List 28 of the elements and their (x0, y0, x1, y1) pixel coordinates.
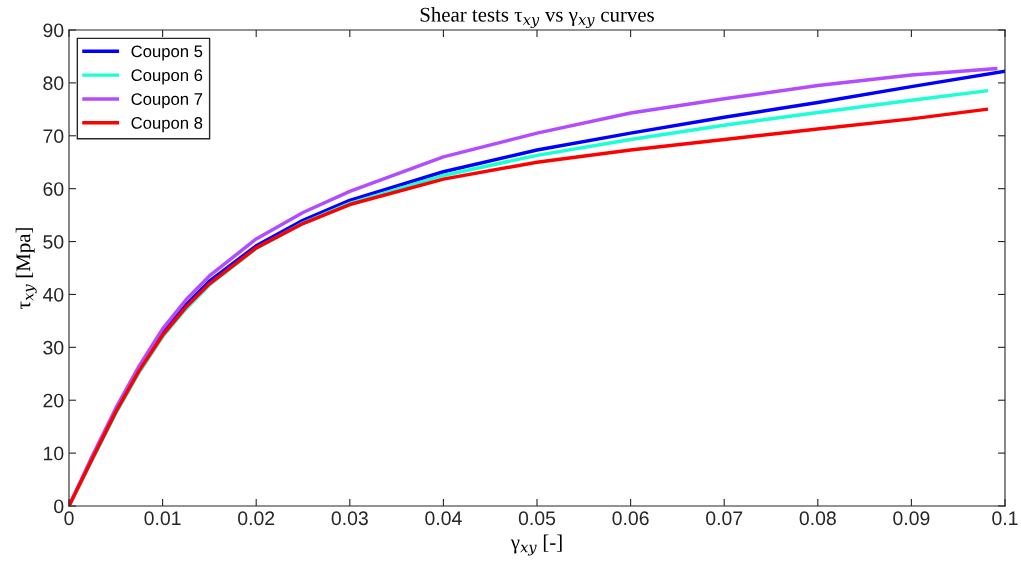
y-tick-label: 20 (43, 393, 64, 408)
x-tick-label: 0.04 (425, 511, 462, 526)
y-axis-title: τ$_{xy}$ [Mpa] (15, 228, 37, 309)
chart-title: Shear tests τ$_{xy}$ vs γ$_{xy}$ curves (420, 7, 654, 29)
y-tick-label: 10 (44, 446, 64, 461)
x-tick-label: 0.02 (238, 511, 275, 526)
x-tick-label: 0.09 (893, 511, 930, 526)
y-tick-label: 50 (43, 235, 64, 249)
x-tick-label: 0.01 (144, 511, 181, 526)
y-tick-label: 40 (42, 287, 64, 302)
y-tick-label: 70 (43, 129, 64, 144)
y-tick-label: 30 (43, 340, 64, 355)
x-tick-label: 0.1 (992, 511, 1018, 526)
y-tick-label: 80 (43, 76, 64, 91)
x-axis-title: γ$_{xy}$ [-] (510, 534, 562, 556)
y-tick-label: 90 (43, 23, 64, 38)
y-tick-label: 0 (54, 499, 64, 514)
x-tick-label: 0.08 (799, 511, 836, 526)
x-tick-label: 0.06 (612, 511, 649, 526)
x-tick-label: 0.07 (706, 511, 743, 526)
legend-label: Coupon 8 (131, 117, 203, 133)
legend-label: Coupon 6 (131, 69, 203, 85)
legend-label: Coupon 5 (131, 45, 203, 61)
legend-label: Coupon 7 (131, 93, 203, 109)
x-tick-label: 0 (64, 511, 74, 526)
x-tick-label: 0.05 (518, 511, 556, 526)
y-tick-label: 60 (43, 182, 64, 196)
x-tick-label: 0.03 (331, 511, 368, 526)
